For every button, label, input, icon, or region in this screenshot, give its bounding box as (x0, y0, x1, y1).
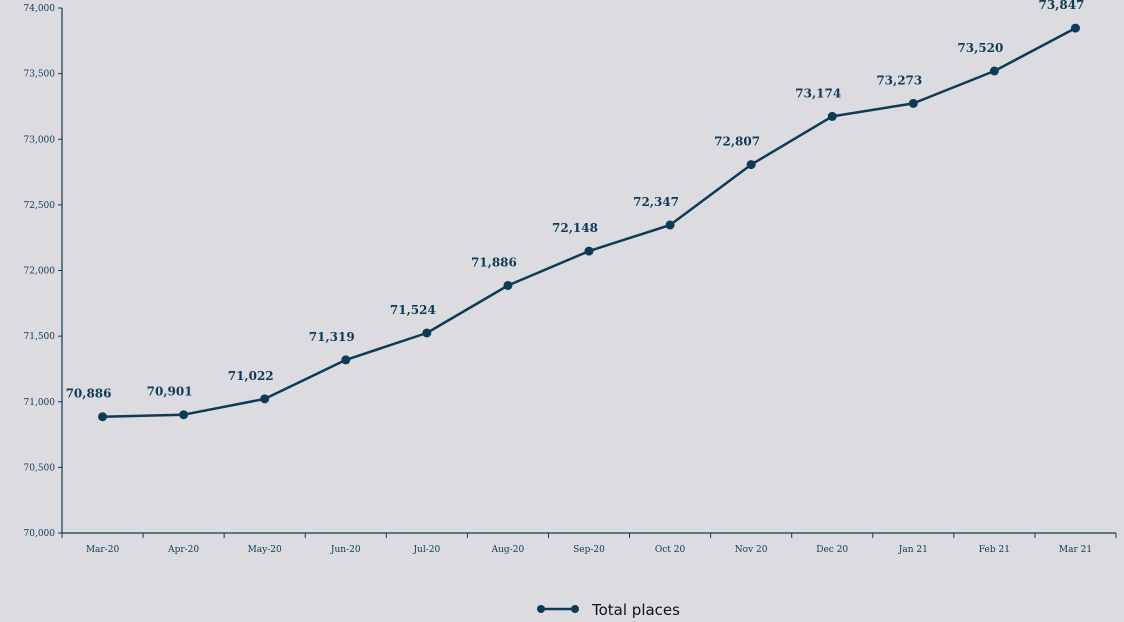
data-label: 73,520 (957, 41, 1003, 55)
data-label: 70,886 (66, 387, 112, 401)
y-tick-label: 71,500 (24, 332, 56, 342)
data-label: 71,319 (309, 330, 355, 344)
x-tick-label: Feb 21 (979, 545, 1010, 555)
data-point (584, 246, 594, 256)
data-point (1070, 23, 1080, 33)
y-tick-label: 70,500 (24, 463, 56, 473)
y-tick-label: 74,000 (24, 4, 56, 14)
y-axis-ticks: 70,000 70,500 71,000 71,500 72,000 72,500 73,0… (24, 4, 62, 539)
x-tick-label: Apr-20 (167, 545, 199, 555)
data-label: 71,886 (471, 255, 517, 269)
data-point (98, 412, 108, 422)
x-tick-label: Mar 21 (1059, 545, 1092, 555)
data-label: 70,901 (147, 385, 193, 399)
data-point (260, 394, 270, 404)
y-tick-label: 73,000 (24, 135, 56, 145)
y-tick-label: 71,000 (24, 398, 56, 408)
data-point (179, 410, 189, 420)
x-tick-label: Sep-20 (573, 545, 605, 555)
data-point (827, 111, 837, 121)
y-tick-label: 73,500 (24, 70, 56, 80)
data-point (503, 280, 513, 290)
data-point (422, 328, 432, 338)
data-point (908, 98, 918, 108)
y-tick-label: 72,500 (24, 201, 56, 211)
y-tick-label: 72,000 (24, 267, 56, 277)
legend-point-left (537, 605, 545, 613)
x-tick-label: May-20 (248, 545, 282, 555)
data-label: 72,347 (633, 195, 679, 209)
x-tick-label: Mar-20 (86, 545, 120, 555)
data-point (746, 160, 756, 170)
x-tick-label: Oct 20 (655, 545, 686, 555)
data-point (341, 355, 351, 365)
data-label: 73,847 (1038, 0, 1084, 12)
legend-point-right (571, 605, 579, 613)
x-tick-label: Dec 20 (816, 545, 848, 555)
data-label: 73,273 (876, 73, 922, 87)
x-axis-ticks: Mar-20 Apr-20 May-20 Jun-20 Jul-20 Aug-20 Sep-… (61, 533, 1117, 555)
y-tick-label: 70,000 (24, 529, 56, 539)
legend-label: Total places (591, 601, 680, 619)
x-tick-label: Jun-20 (330, 545, 361, 555)
x-tick-label: Jan 21 (898, 545, 928, 555)
data-label: 71,022 (228, 369, 274, 383)
data-label: 73,174 (795, 86, 841, 100)
data-labels: 70,886 70,901 71,022 71,319 71,524 71,886 72,1… (66, 0, 1085, 401)
data-point (665, 220, 675, 230)
legend: Total places (537, 601, 680, 619)
series-total-places (98, 23, 1080, 422)
x-tick-label: Aug-20 (491, 545, 525, 555)
x-tick-label: Jul-20 (412, 545, 440, 555)
x-tick-label: Nov 20 (735, 545, 768, 555)
data-label: 72,148 (552, 221, 598, 235)
data-label: 72,807 (714, 135, 760, 149)
data-label: 71,524 (390, 303, 436, 317)
data-point (989, 66, 999, 76)
